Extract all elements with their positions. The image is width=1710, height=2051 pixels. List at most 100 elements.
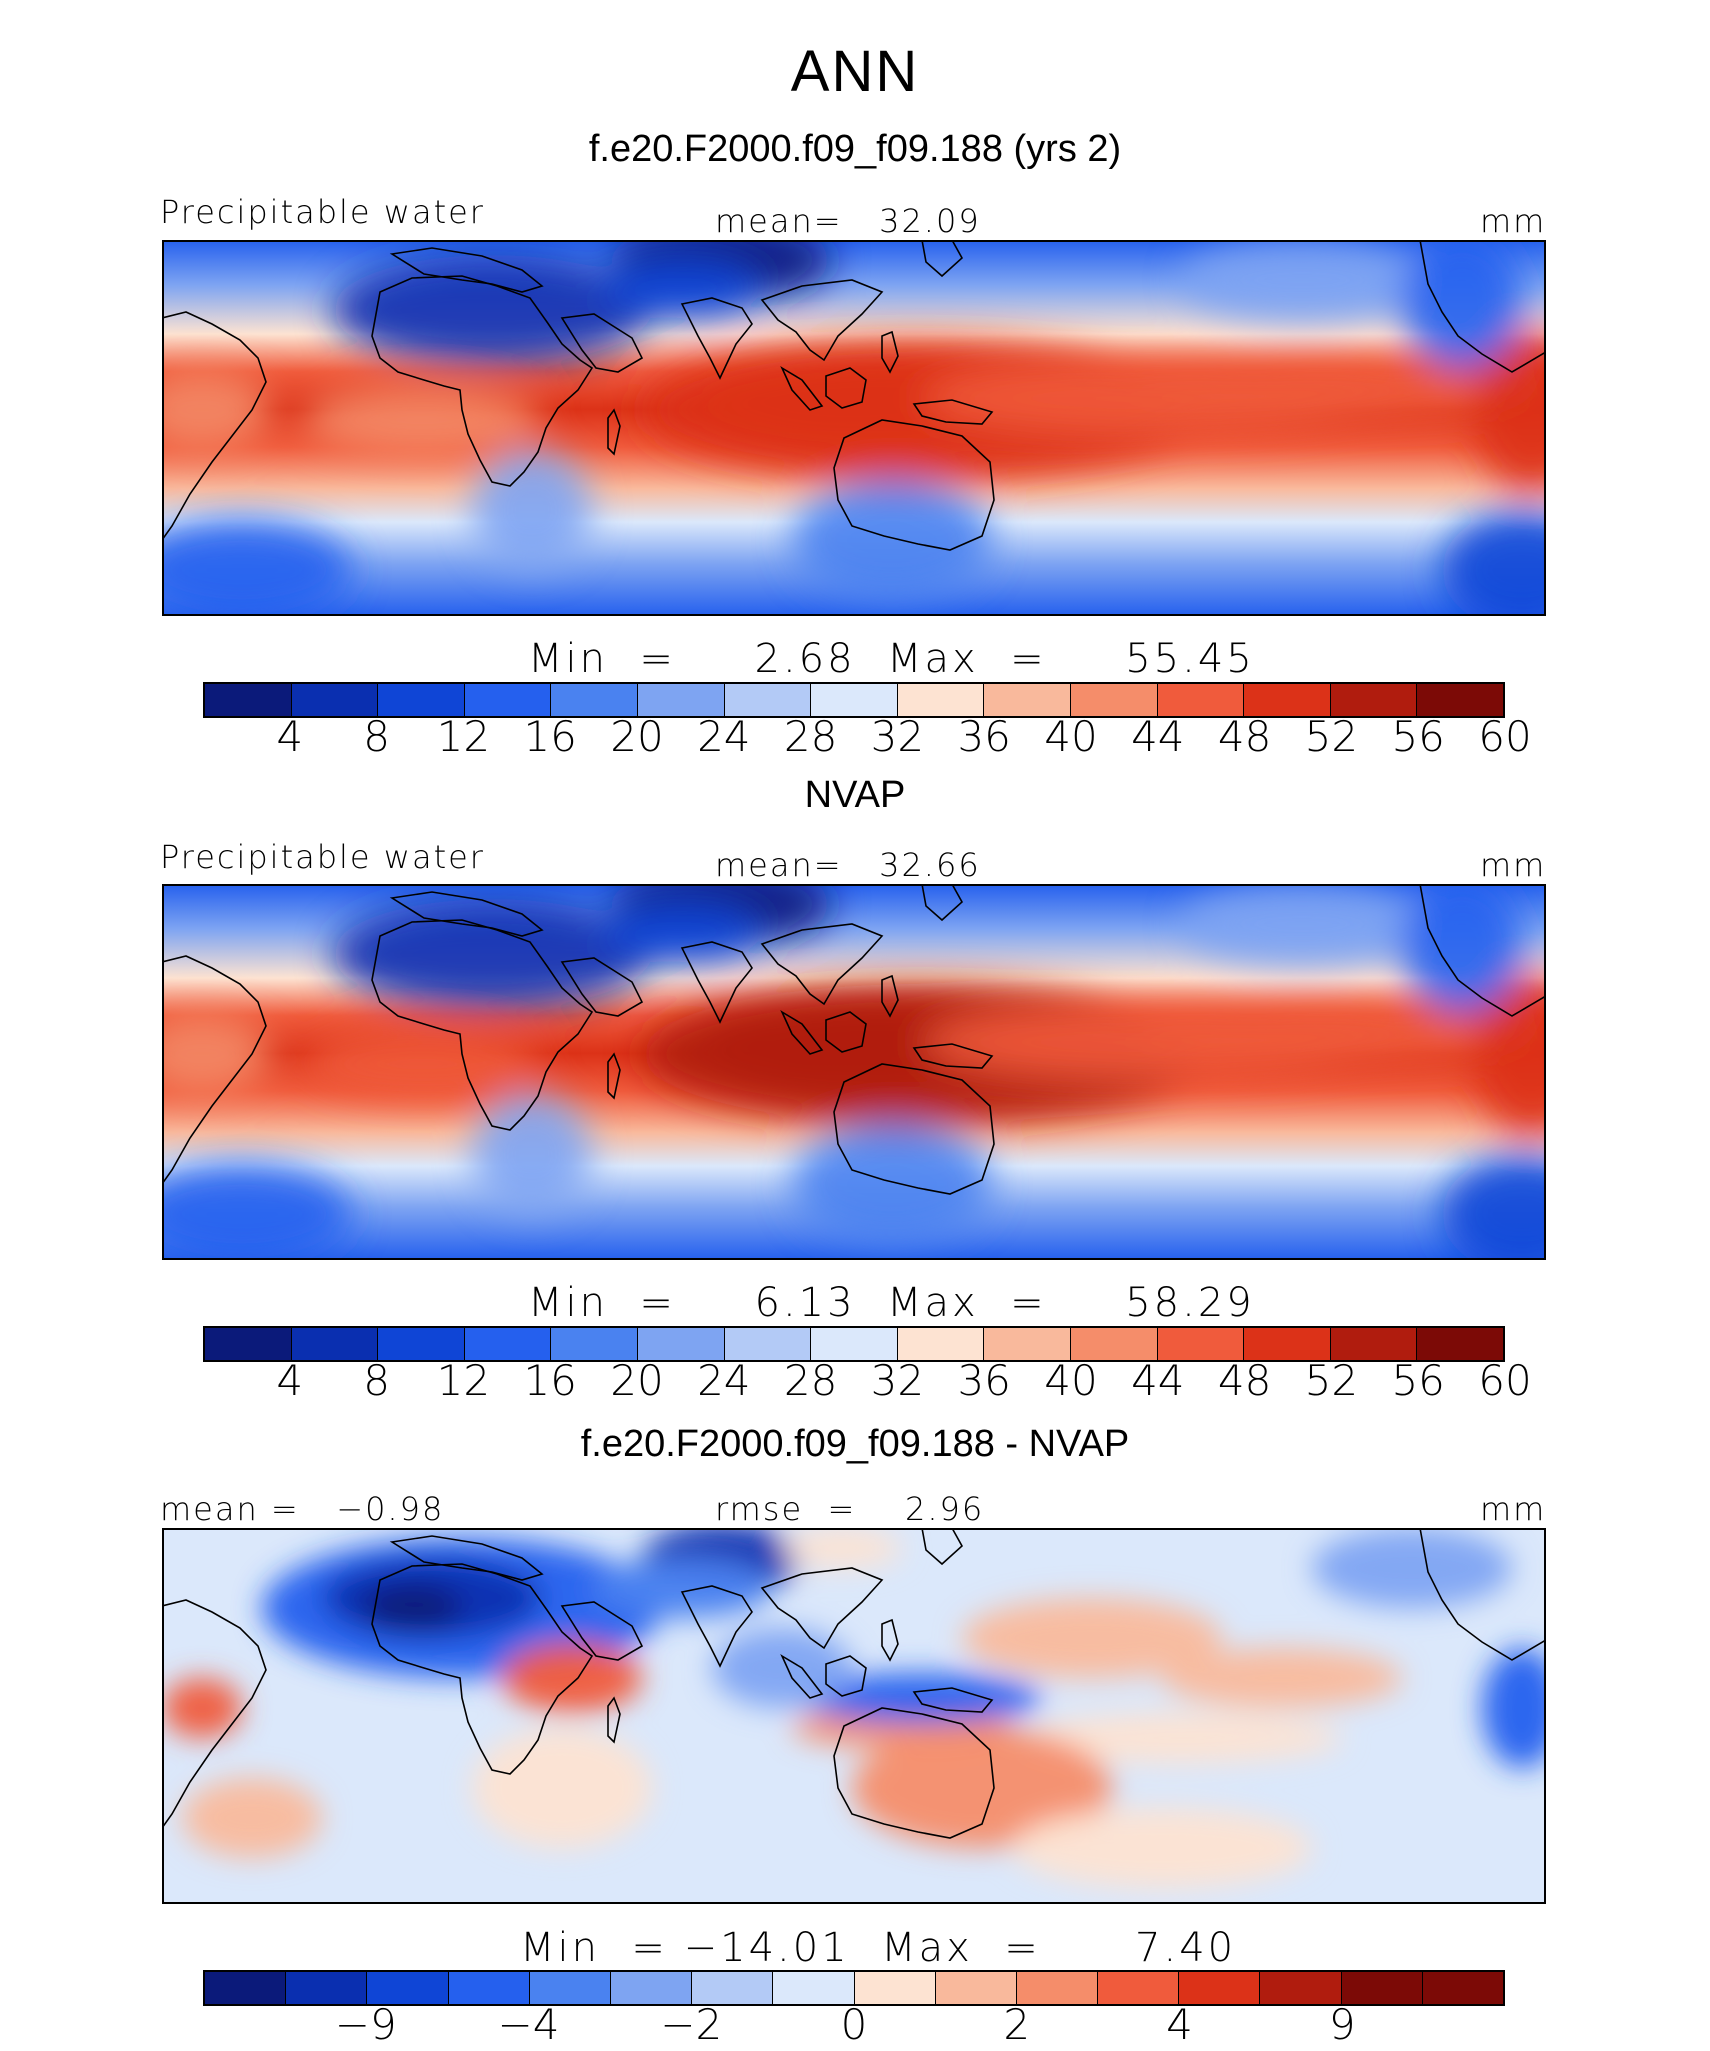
colorbar-tick-label: 44 <box>1131 1356 1185 1405</box>
colorbar-tick-label: 40 <box>1044 712 1098 761</box>
colorbar-tick-label: 36 <box>957 712 1011 761</box>
colorbar-swatch <box>897 684 985 716</box>
colorbar-tick-label: 24 <box>697 1356 751 1405</box>
panel-1-map <box>162 240 1546 616</box>
colorbar-swatch <box>205 1328 292 1360</box>
colorbar-tick-label: 0 <box>840 2000 868 2049</box>
colorbar-tick-label: −2 <box>660 2000 723 2049</box>
panel-1-units-label: mm <box>1480 202 1547 240</box>
colorbar-swatch <box>1157 684 1245 716</box>
colorbar-swatch <box>610 1972 693 2004</box>
colorbar-swatch <box>692 1972 774 2004</box>
panel-1-mean-label: mean= 32.09 <box>715 202 981 240</box>
colorbar-swatch <box>1070 684 1158 716</box>
colorbar-swatch <box>811 1328 898 1360</box>
colorbar-swatch <box>1244 1328 1331 1360</box>
colorbar-swatch <box>1157 1328 1245 1360</box>
colorbar-tick-label: 9 <box>1328 2000 1356 2049</box>
panel-3-rmse-label: rmse = 2.96 <box>715 1490 985 1528</box>
panel-3-title: f.e20.F2000.f09_f09.188 - NVAP <box>580 1423 1130 1465</box>
colorbar-tick-label: 52 <box>1304 712 1359 761</box>
colorbar-tick-label: 36 <box>957 1356 1011 1405</box>
colorbar-tick-label: 48 <box>1217 1356 1272 1405</box>
colorbar-swatch <box>1341 1972 1423 2004</box>
colorbar-swatch <box>205 1972 287 2004</box>
colorbar-tick-label: 4 <box>1166 2000 1193 2049</box>
colorbar-swatch <box>529 1972 611 2004</box>
colorbar-swatch <box>1179 1972 1261 2004</box>
colorbar-tick-label: 40 <box>1044 1356 1098 1405</box>
panel-3-map <box>162 1528 1546 1904</box>
colorbar-tick-label: 32 <box>870 1356 925 1405</box>
colorbar-tick-label: 4 <box>276 1356 304 1405</box>
colorbar-swatch <box>1422 1972 1503 2004</box>
colorbar-swatch <box>1330 1328 1418 1360</box>
colorbar-swatch <box>1070 1328 1158 1360</box>
colorbar-tick-label: 56 <box>1391 712 1445 761</box>
panel-1-minmax: Min = 2.68 Max = 55.45 <box>528 636 1255 682</box>
panel-3-units-label: mm <box>1480 1490 1547 1528</box>
colorbar-swatch <box>724 1328 812 1360</box>
colorbar-swatch <box>1417 684 1503 716</box>
panel-3-mean-label: mean = −0.98 <box>160 1490 445 1528</box>
colorbar-swatch <box>286 1972 368 2004</box>
colorbar-swatch <box>897 1328 985 1360</box>
panel-1-title: f.e20.F2000.f09_f09.188 (yrs 2) <box>588 128 1122 170</box>
panel-1-variable-label: Precipitable water <box>160 193 485 231</box>
colorbar-tick-label: 24 <box>697 712 751 761</box>
panel-2-mean-label: mean= 32.66 <box>715 846 981 884</box>
colorbar-swatch <box>1016 1972 1099 2004</box>
colorbar-swatch <box>1244 684 1331 716</box>
colorbar-tick-label: 8 <box>363 712 390 761</box>
colorbar-tick-label: 2 <box>1003 2000 1031 2049</box>
colorbar-tick-label: 12 <box>436 712 491 761</box>
colorbar-swatch <box>854 1972 936 2004</box>
colorbar-tick-label: −9 <box>334 2000 397 2049</box>
colorbar-tick-label: 60 <box>1478 1356 1532 1405</box>
figure-title: ANN <box>790 39 920 104</box>
colorbar-swatch <box>984 1328 1071 1360</box>
colorbar-swatch <box>1330 684 1418 716</box>
colorbar-swatch <box>367 1972 449 2004</box>
colorbar-swatch <box>205 684 292 716</box>
panel-1-colorbar <box>203 682 1505 718</box>
colorbar-tick-label: 16 <box>523 1356 577 1405</box>
colorbar-swatch <box>448 1972 530 2004</box>
colorbar-swatch <box>935 1972 1017 2004</box>
panel-2-title: NVAP <box>804 774 906 816</box>
colorbar-swatch <box>551 684 638 716</box>
colorbar-tick-label: −4 <box>497 2000 560 2049</box>
panel-3-colorbar <box>203 1970 1505 2006</box>
colorbar-tick-label: 28 <box>783 1356 838 1405</box>
colorbar-swatch <box>637 684 725 716</box>
colorbar-tick-label: 28 <box>783 712 838 761</box>
colorbar-tick-label: 8 <box>363 1356 390 1405</box>
colorbar-swatch <box>378 1328 465 1360</box>
colorbar-swatch <box>464 1328 552 1360</box>
colorbar-tick-label: 20 <box>610 1356 664 1405</box>
colorbar-tick-label: 48 <box>1217 712 1272 761</box>
colorbar-swatch <box>984 684 1071 716</box>
colorbar-swatch <box>1098 1972 1180 2004</box>
colorbar-swatch <box>773 1972 855 2004</box>
colorbar-tick-label: 60 <box>1478 712 1532 761</box>
colorbar-tick-label: 52 <box>1304 1356 1359 1405</box>
panel-2-minmax: Min = 6.13 Max = 58.29 <box>528 1280 1255 1326</box>
colorbar-swatch <box>378 684 465 716</box>
colorbar-swatch <box>291 1328 379 1360</box>
colorbar-swatch <box>637 1328 725 1360</box>
colorbar-swatch <box>291 684 379 716</box>
panel-2-units-label: mm <box>1480 846 1547 884</box>
colorbar-tick-label: 16 <box>523 712 577 761</box>
colorbar-swatch <box>551 1328 638 1360</box>
colorbar-tick-label: 44 <box>1131 712 1185 761</box>
colorbar-tick-label: 56 <box>1391 1356 1445 1405</box>
colorbar-swatch <box>811 684 898 716</box>
panel-3-minmax: Min = −14.01 Max = 7.40 <box>520 1925 1237 1971</box>
colorbar-tick-label: 12 <box>436 1356 491 1405</box>
colorbar-tick-label: 32 <box>870 712 925 761</box>
colorbar-swatch <box>464 684 552 716</box>
panel-2-map <box>162 884 1546 1260</box>
panel-2-variable-label: Precipitable water <box>160 838 485 876</box>
colorbar-swatch <box>1260 1972 1342 2004</box>
